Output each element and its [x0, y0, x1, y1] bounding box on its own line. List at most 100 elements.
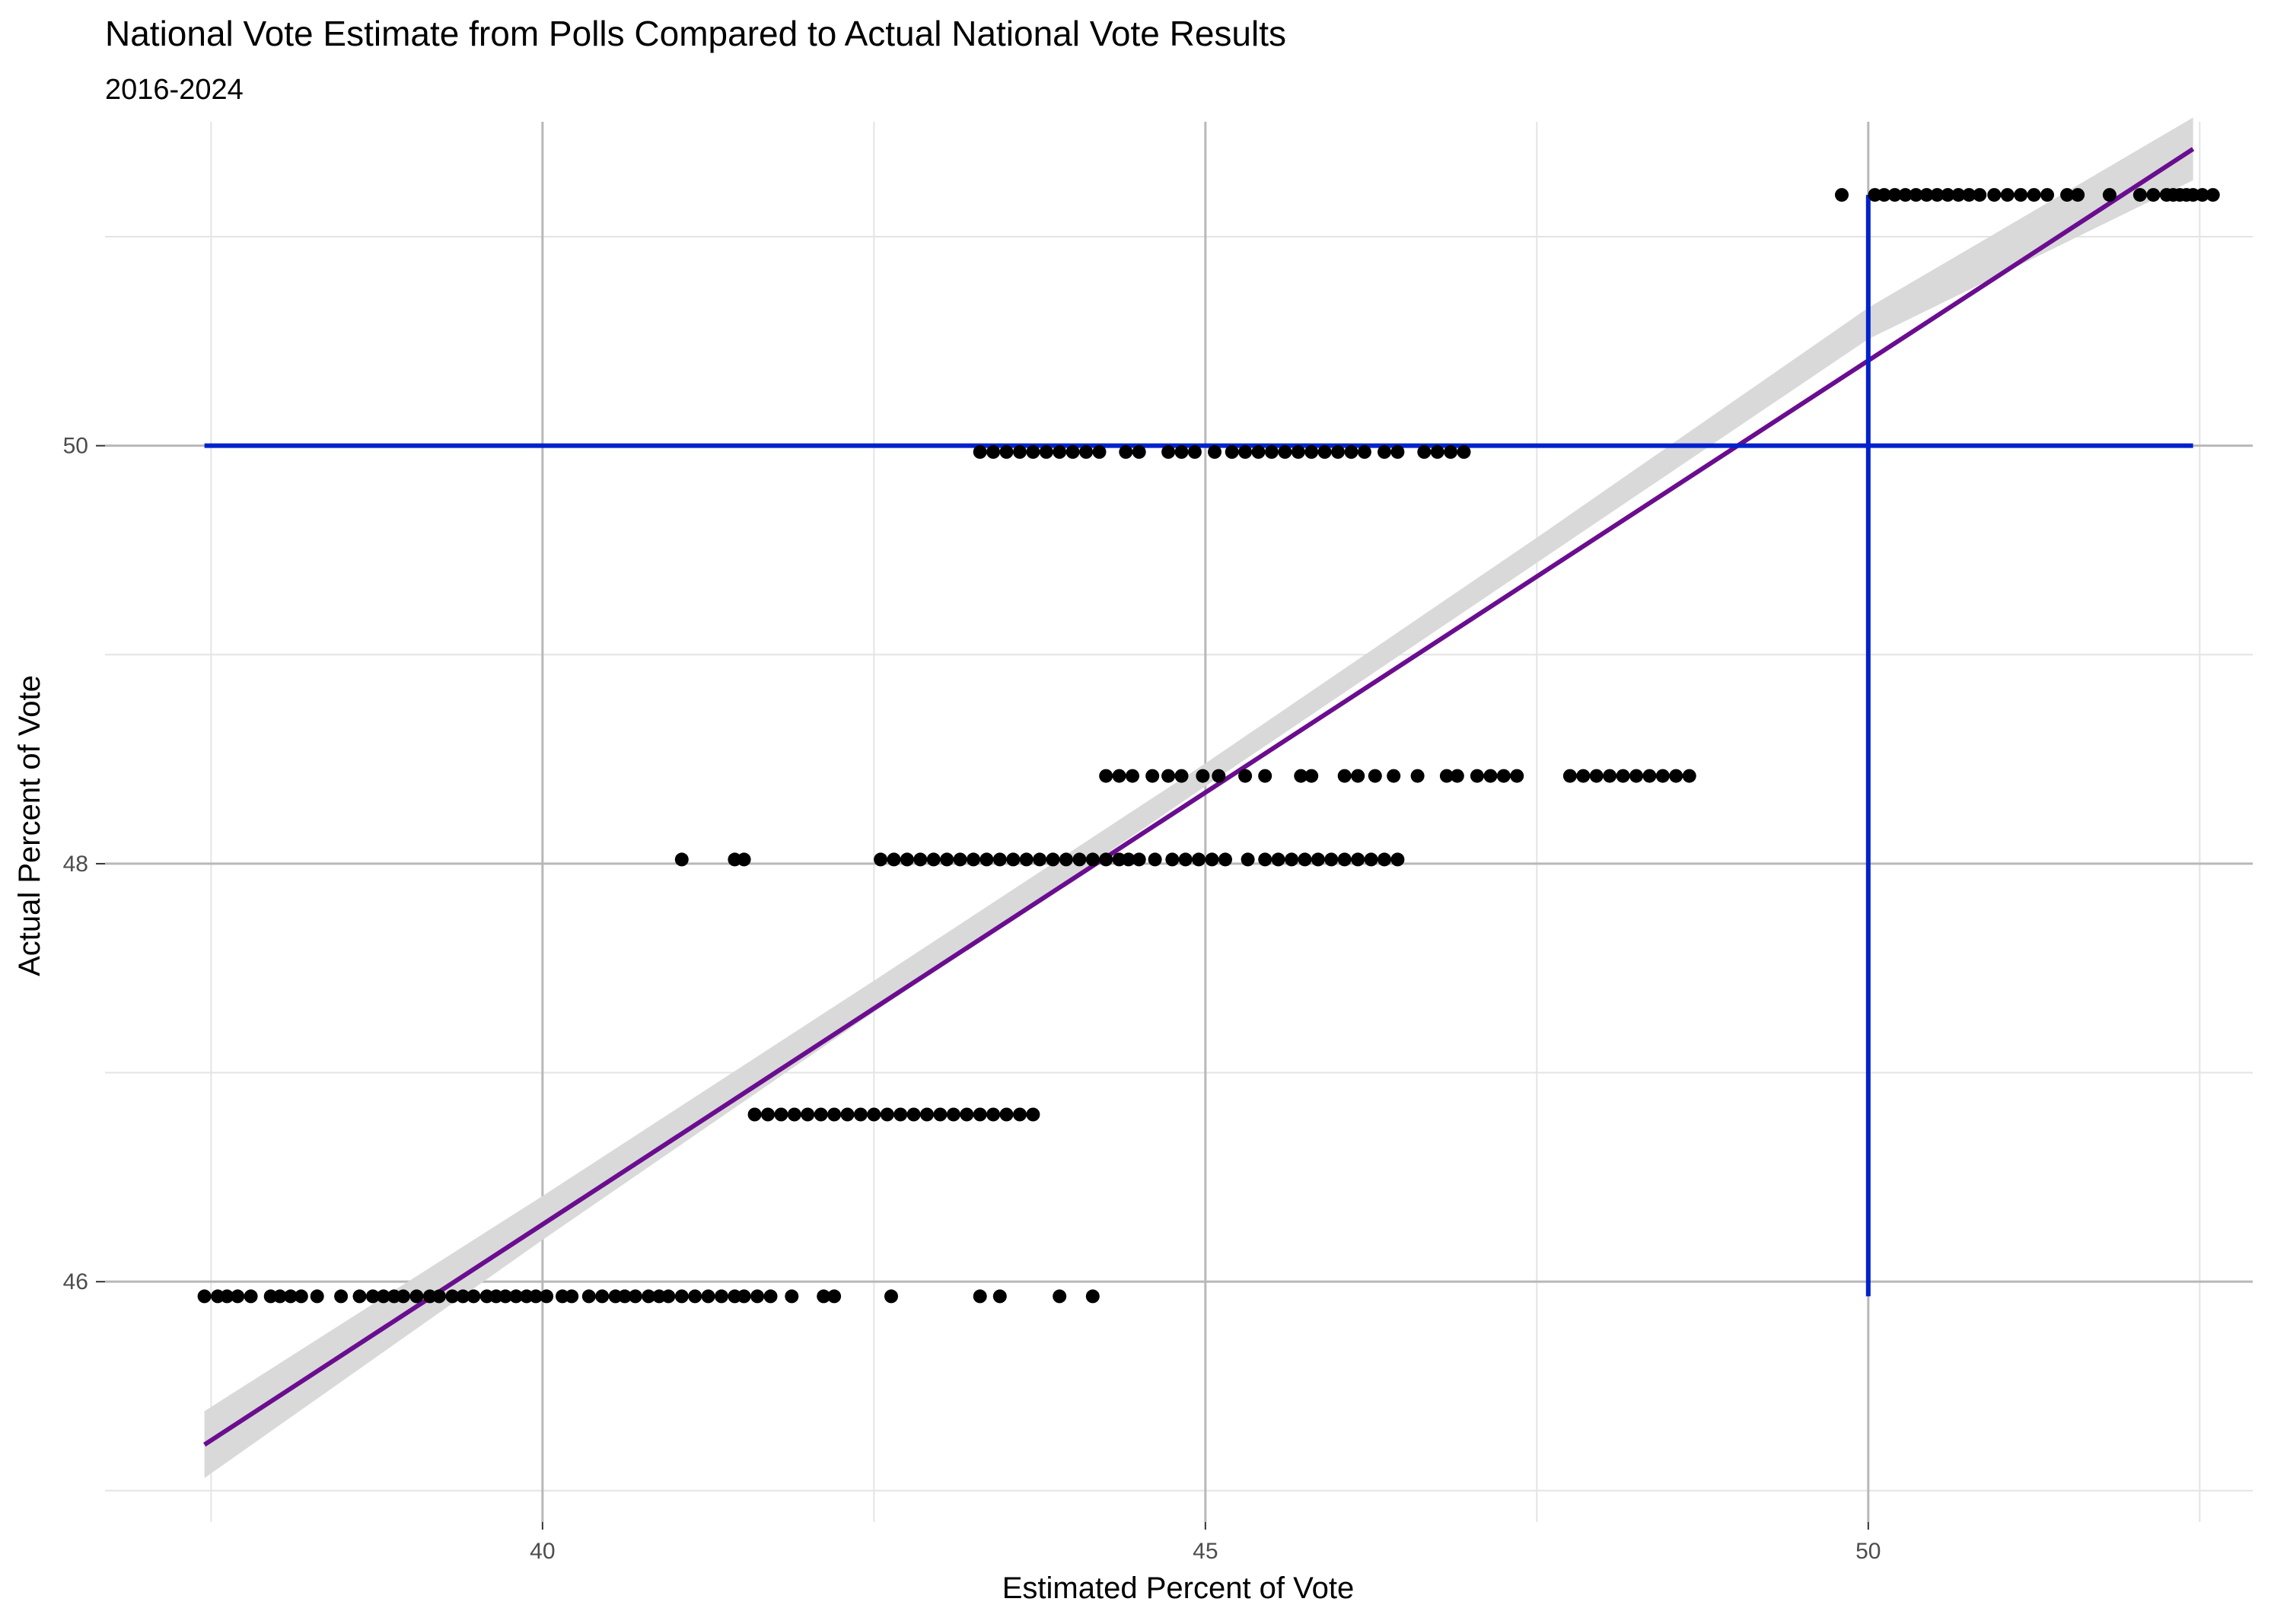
- data-point: [674, 852, 689, 867]
- data-point: [1390, 444, 1405, 459]
- data-point: [2014, 188, 2028, 202]
- data-point: [785, 1289, 799, 1304]
- data-point: [1026, 1107, 1040, 1122]
- y-tick-label: 48: [63, 852, 88, 877]
- data-point: [953, 852, 967, 867]
- data-point: [509, 1289, 523, 1304]
- data-point: [1973, 188, 1987, 202]
- data-point: [1085, 852, 1100, 867]
- data-point: [642, 1289, 656, 1304]
- data-point: [992, 1289, 1007, 1304]
- data-point: [1951, 188, 1966, 202]
- data-point: [1072, 852, 1087, 867]
- data-point: [1357, 444, 1371, 459]
- data-point: [1196, 769, 1210, 783]
- data-point: [801, 1107, 815, 1122]
- data-point: [750, 1289, 765, 1304]
- data-point: [973, 444, 987, 459]
- data-point: [1053, 1289, 1067, 1304]
- data-point: [887, 852, 901, 867]
- data-point: [1430, 444, 1444, 459]
- data-point: [933, 1107, 948, 1122]
- data-point: [1285, 852, 1299, 867]
- data-point: [986, 1107, 1001, 1122]
- data-point: [1337, 769, 1352, 783]
- data-point: [946, 1107, 960, 1122]
- data-point: [1941, 188, 1955, 202]
- data-point: [979, 852, 994, 867]
- data-point: [1510, 769, 1524, 783]
- data-point: [840, 1107, 855, 1122]
- data-point: [973, 1289, 987, 1304]
- data-point: [1576, 769, 1591, 783]
- data-point: [1148, 852, 1162, 867]
- data-point: [1450, 769, 1464, 783]
- data-point: [1483, 769, 1498, 783]
- data-point: [1085, 1289, 1100, 1304]
- data-point: [1112, 769, 1126, 783]
- data-point: [540, 1289, 554, 1304]
- data-point: [220, 1289, 234, 1304]
- data-point: [456, 1289, 470, 1304]
- data-point: [2102, 188, 2117, 202]
- data-point: [1132, 852, 1146, 867]
- data-point: [1099, 769, 1113, 783]
- data-point: [1026, 444, 1040, 459]
- data-point: [1119, 444, 1133, 459]
- data-point: [763, 1289, 778, 1304]
- data-point: [1311, 852, 1325, 867]
- x-tick-label: 40: [530, 1539, 555, 1564]
- data-point: [1013, 1107, 1027, 1122]
- data-point: [1174, 444, 1189, 459]
- data-point: [973, 1107, 987, 1122]
- data-point: [1337, 852, 1352, 867]
- data-point: [1919, 188, 1934, 202]
- data-point: [1174, 769, 1189, 783]
- data-point: [1344, 444, 1358, 459]
- chart-subtitle: 2016-2024: [105, 74, 244, 106]
- data-point: [1013, 444, 1027, 459]
- data-point: [2132, 188, 2147, 202]
- data-point: [992, 852, 1007, 867]
- data-point: [1378, 444, 1391, 459]
- data-point: [1178, 852, 1193, 867]
- data-point: [1457, 444, 1471, 459]
- data-point: [1278, 444, 1292, 459]
- data-point: [1909, 188, 1923, 202]
- data-point: [334, 1289, 349, 1304]
- data-point: [814, 1107, 828, 1122]
- data-point: [1238, 769, 1253, 783]
- data-point: [1439, 769, 1454, 783]
- data-point: [817, 1289, 831, 1304]
- data-point: [244, 1289, 258, 1304]
- data-point: [1324, 852, 1339, 867]
- data-point: [1603, 769, 1617, 783]
- data-point: [628, 1289, 642, 1304]
- data-point: [737, 852, 751, 867]
- data-point: [1121, 852, 1136, 867]
- data-point: [1039, 444, 1053, 459]
- data-point: [920, 1107, 934, 1122]
- data-point: [1368, 769, 1382, 783]
- data-point: [1835, 188, 1849, 202]
- data-point: [1962, 188, 1976, 202]
- data-point: [1161, 444, 1176, 459]
- data-point: [940, 852, 954, 867]
- data-points-layer: [197, 188, 2220, 1304]
- data-point: [1351, 769, 1365, 783]
- data-point: [617, 1289, 632, 1304]
- fit-line: [203, 147, 2195, 1447]
- fit-line-layer: [203, 147, 2195, 1447]
- data-point: [197, 1289, 212, 1304]
- x-axis-title: Estimated Percent of Vote: [1002, 1571, 1354, 1605]
- data-point: [445, 1289, 460, 1304]
- data-point: [900, 852, 914, 867]
- data-point: [1877, 188, 1891, 202]
- data-point: [1033, 852, 1047, 867]
- data-point: [1212, 769, 1226, 783]
- data-point: [409, 1289, 424, 1304]
- data-point: [1589, 769, 1604, 783]
- data-point: [529, 1289, 543, 1304]
- data-point: [467, 1289, 481, 1304]
- data-point: [867, 1107, 881, 1122]
